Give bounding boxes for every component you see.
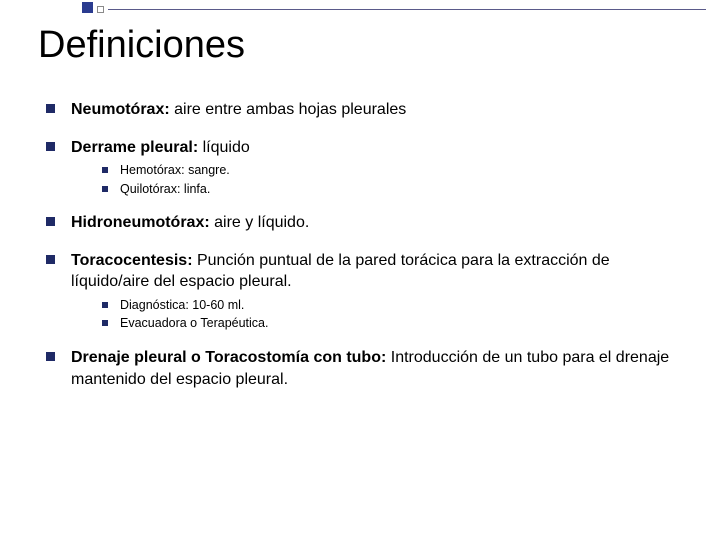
def-content: Neumotórax: aire entre ambas hojas pleur… xyxy=(71,99,680,121)
def-item: Derrame pleural: líquido xyxy=(46,137,680,159)
decor-square-filled xyxy=(82,2,93,13)
bullet-icon xyxy=(46,142,55,151)
sub-item: Evacuadora o Terapéutica. xyxy=(102,315,680,333)
decor-square-outline xyxy=(97,6,104,13)
def-term: Toracocentesis: xyxy=(71,252,193,269)
def-term: Drenaje pleural o Toracostomía con tubo: xyxy=(71,349,386,366)
bullet-icon xyxy=(102,186,108,192)
def-content: Derrame pleural: líquido xyxy=(71,137,680,159)
def-term: Neumotórax: xyxy=(71,101,170,118)
def-term: Hidroneumotórax: xyxy=(71,214,210,231)
sub-text: Quilotórax: linfa. xyxy=(120,181,210,199)
bullet-icon xyxy=(46,217,55,226)
def-item: Hidroneumotórax: aire y líquido. xyxy=(46,212,680,234)
slide-title: Definiciones xyxy=(38,24,680,67)
def-item: Neumotórax: aire entre ambas hojas pleur… xyxy=(46,99,680,121)
sub-text: Evacuadora o Terapéutica. xyxy=(120,315,268,333)
def-text: aire y líquido. xyxy=(210,214,310,231)
header-decor xyxy=(0,0,720,18)
sub-item: Diagnóstica: 10-60 ml. xyxy=(102,297,680,315)
sub-text: Hemotórax: sangre. xyxy=(120,162,230,180)
def-content: Drenaje pleural o Toracostomía con tubo:… xyxy=(71,347,680,390)
sub-item: Hemotórax: sangre. xyxy=(102,162,680,180)
sub-list: Hemotórax: sangre. Quilotórax: linfa. xyxy=(102,162,680,198)
def-term: Derrame pleural: xyxy=(71,139,198,156)
bullet-icon xyxy=(102,167,108,173)
bullet-icon xyxy=(102,302,108,308)
bullet-icon xyxy=(46,255,55,264)
sub-text: Diagnóstica: 10-60 ml. xyxy=(120,297,244,315)
def-content: Hidroneumotórax: aire y líquido. xyxy=(71,212,680,234)
def-item: Toracocentesis: Punción puntual de la pa… xyxy=(46,250,680,293)
bullet-icon xyxy=(102,320,108,326)
def-content: Toracocentesis: Punción puntual de la pa… xyxy=(71,250,680,293)
def-text: líquido xyxy=(198,139,250,156)
bullet-icon xyxy=(46,104,55,113)
sub-list: Diagnóstica: 10-60 ml. Evacuadora o Tera… xyxy=(102,297,680,333)
slide-body: Definiciones Neumotórax: aire entre amba… xyxy=(0,0,720,426)
sub-item: Quilotórax: linfa. xyxy=(102,181,680,199)
def-item: Drenaje pleural o Toracostomía con tubo:… xyxy=(46,347,680,390)
decor-line xyxy=(108,9,706,10)
bullet-icon xyxy=(46,352,55,361)
def-text: aire entre ambas hojas pleurales xyxy=(170,101,407,118)
